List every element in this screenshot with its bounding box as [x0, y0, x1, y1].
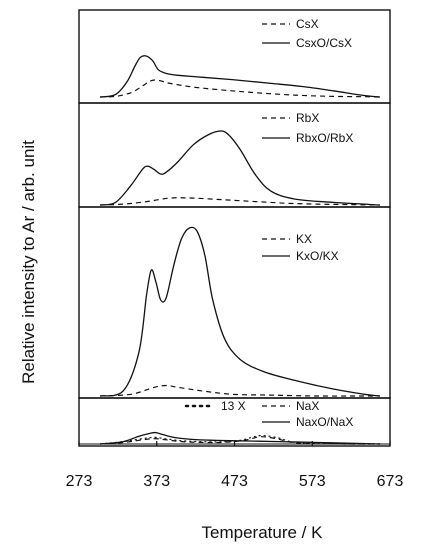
x-axis-title: Temperature / K: [202, 523, 324, 542]
legends: CsX CsxO/CsX RbX RbxO/RbX KX KxO/KX NaX NaxO/Na…: [184, 17, 353, 429]
x-tick-label: 273: [66, 473, 93, 490]
curves: [99, 55, 380, 445]
series-line-csxo-csx: [99, 55, 380, 98]
panel-frame-cs: [78, 9, 391, 104]
legend-label: CsX: [296, 17, 319, 31]
legend-label: CsxO/CsX: [296, 36, 352, 50]
legend-label: 13 X: [221, 399, 246, 413]
series-line-kx: [99, 384, 380, 397]
series-line-kxo-kx: [99, 226, 380, 397]
panel-frames: [78, 9, 391, 447]
legend-label: NaX: [296, 399, 319, 413]
legend-label: KxO/KX: [296, 249, 339, 263]
legend-label: RbX: [296, 111, 319, 125]
x-tick-label: 673: [377, 473, 404, 490]
series-line-nax: [99, 436, 380, 445]
x-tick-label: 573: [299, 473, 326, 490]
x-tick-label: 373: [143, 473, 170, 490]
legend-label: KX: [296, 232, 312, 246]
x-ticks: 273 373 473 573 673: [66, 441, 404, 490]
x-tick-label: 473: [221, 473, 248, 490]
legend-label: NaxO/NaX: [296, 415, 353, 429]
series-line-naxo-nax: [99, 431, 380, 445]
y-axis-title: Relative intensity to Ar / arb. unit: [19, 140, 38, 384]
panel-frame-k: [78, 206, 391, 399]
series-line-rbxo-rbx: [99, 130, 380, 206]
legend-label: RbxO/RbX: [296, 131, 353, 145]
series-line-rbx: [99, 197, 380, 206]
series-line-csx: [99, 79, 380, 98]
